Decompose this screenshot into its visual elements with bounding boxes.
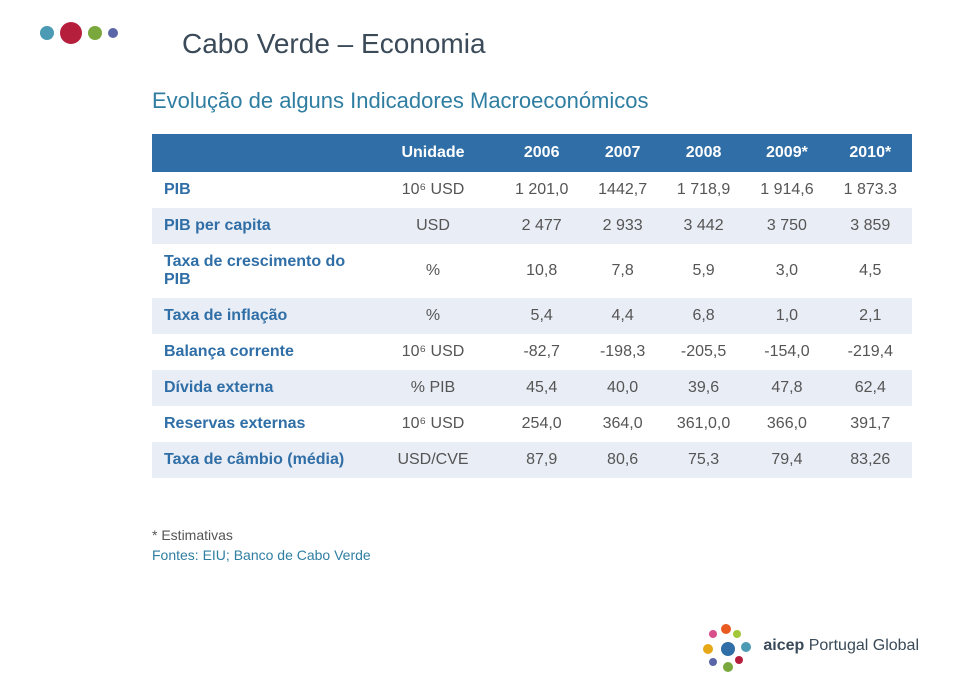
brand-logo: aicep Portugal Global — [701, 622, 919, 670]
logo-dot-icon — [703, 644, 713, 654]
col-header: 2008 — [662, 134, 745, 172]
cell-value: 254,0 — [500, 406, 583, 442]
table-header-row: Unidade 2006 2007 2008 2009* 2010* — [152, 134, 912, 172]
cell-value: 7,8 — [583, 244, 662, 298]
logo-dot-icon — [735, 656, 743, 664]
cell-value: 361,0,0 — [662, 406, 745, 442]
cell-value: 87,9 — [500, 442, 583, 478]
row-label: Dívida externa — [152, 370, 366, 406]
row-label: Taxa de câmbio (média) — [152, 442, 366, 478]
cell-value: -82,7 — [500, 334, 583, 370]
cell-value: -219,4 — [829, 334, 912, 370]
cell-value: 40,0 — [583, 370, 662, 406]
col-header: 2007 — [583, 134, 662, 172]
cell-value: 5,9 — [662, 244, 745, 298]
cell-value: 45,4 — [500, 370, 583, 406]
cell-value: -154,0 — [745, 334, 828, 370]
logo-dot-icon — [721, 642, 735, 656]
cell-value: 391,7 — [829, 406, 912, 442]
table-row: PIB10⁶ USD1 201,01442,71 718,91 914,61 8… — [152, 172, 912, 208]
row-unit: USD/CVE — [366, 442, 500, 478]
table-row: Taxa de inflação%5,44,46,81,02,1 — [152, 298, 912, 334]
table-row: Balança corrente10⁶ USD-82,7-198,3-205,5… — [152, 334, 912, 370]
logo-rest: Portugal Global — [804, 637, 919, 654]
cell-value: 2,1 — [829, 298, 912, 334]
row-label: PIB — [152, 172, 366, 208]
table-row: PIB per capitaUSD2 4772 9333 4423 7503 8… — [152, 208, 912, 244]
cell-value: -198,3 — [583, 334, 662, 370]
logo-dot-icon — [709, 658, 717, 666]
page-subtitle: Evolução de alguns Indicadores Macroecon… — [152, 88, 907, 114]
cell-value: 3 442 — [662, 208, 745, 244]
logo-dot-icon — [721, 624, 731, 634]
row-unit: USD — [366, 208, 500, 244]
col-header — [152, 134, 366, 172]
cell-value: 6,8 — [662, 298, 745, 334]
cell-value: 83,26 — [829, 442, 912, 478]
logo-text: aicep Portugal Global — [763, 637, 919, 655]
cell-value: 47,8 — [745, 370, 828, 406]
dot-icon — [108, 28, 118, 38]
row-unit: % — [366, 244, 500, 298]
table-row: Dívida externa% PIB45,440,039,647,862,4 — [152, 370, 912, 406]
footnote-block: * Estimativas Fontes: EIU; Banco de Cabo… — [152, 526, 907, 565]
cell-value: 366,0 — [745, 406, 828, 442]
cell-value: 2 933 — [583, 208, 662, 244]
indicators-table: Unidade 2006 2007 2008 2009* 2010* PIB10… — [152, 134, 912, 478]
cell-value: 364,0 — [583, 406, 662, 442]
dot-icon — [88, 26, 102, 40]
footnote-estimates: * Estimativas — [152, 526, 907, 546]
cell-value: -205,5 — [662, 334, 745, 370]
cell-value: 62,4 — [829, 370, 912, 406]
cell-value: 1442,7 — [583, 172, 662, 208]
cell-value: 4,4 — [583, 298, 662, 334]
row-label: Balança corrente — [152, 334, 366, 370]
footnote-sources: Fontes: EIU; Banco de Cabo Verde — [152, 546, 907, 566]
col-header: 2006 — [500, 134, 583, 172]
decorative-dots-top — [40, 22, 118, 44]
logo-dot-icon — [741, 642, 751, 652]
cell-value: 39,6 — [662, 370, 745, 406]
row-label: Taxa de inflação — [152, 298, 366, 334]
cell-value: 2 477 — [500, 208, 583, 244]
cell-value: 10,8 — [500, 244, 583, 298]
row-unit: 10⁶ USD — [366, 172, 500, 208]
cell-value: 3 859 — [829, 208, 912, 244]
cell-value: 1 718,9 — [662, 172, 745, 208]
cell-value: 1 914,6 — [745, 172, 828, 208]
logo-bold: aicep — [763, 637, 804, 654]
cell-value: 1 873.3 — [829, 172, 912, 208]
row-unit: % PIB — [366, 370, 500, 406]
logo-dots-icon — [701, 622, 749, 670]
cell-value: 3 750 — [745, 208, 828, 244]
table-row: Taxa de câmbio (média)USD/CVE87,980,675,… — [152, 442, 912, 478]
row-unit: % — [366, 298, 500, 334]
col-header: Unidade — [366, 134, 500, 172]
table-row: Taxa de crescimento do PIB%10,87,85,93,0… — [152, 244, 912, 298]
cell-value: 1,0 — [745, 298, 828, 334]
row-label: PIB per capita — [152, 208, 366, 244]
dot-icon — [60, 22, 82, 44]
row-label: Taxa de crescimento do PIB — [152, 244, 366, 298]
cell-value: 75,3 — [662, 442, 745, 478]
cell-value: 3,0 — [745, 244, 828, 298]
cell-value: 79,4 — [745, 442, 828, 478]
page-title: Cabo Verde – Economia — [182, 28, 907, 60]
table-row: Reservas externas10⁶ USD254,0364,0361,0,… — [152, 406, 912, 442]
cell-value: 1 201,0 — [500, 172, 583, 208]
logo-dot-icon — [723, 662, 733, 672]
col-header: 2010* — [829, 134, 912, 172]
row-unit: 10⁶ USD — [366, 406, 500, 442]
logo-dot-icon — [733, 630, 741, 638]
cell-value: 5,4 — [500, 298, 583, 334]
cell-value: 80,6 — [583, 442, 662, 478]
row-unit: 10⁶ USD — [366, 334, 500, 370]
row-label: Reservas externas — [152, 406, 366, 442]
cell-value: 4,5 — [829, 244, 912, 298]
dot-icon — [40, 26, 54, 40]
col-header: 2009* — [745, 134, 828, 172]
logo-dot-icon — [709, 630, 717, 638]
